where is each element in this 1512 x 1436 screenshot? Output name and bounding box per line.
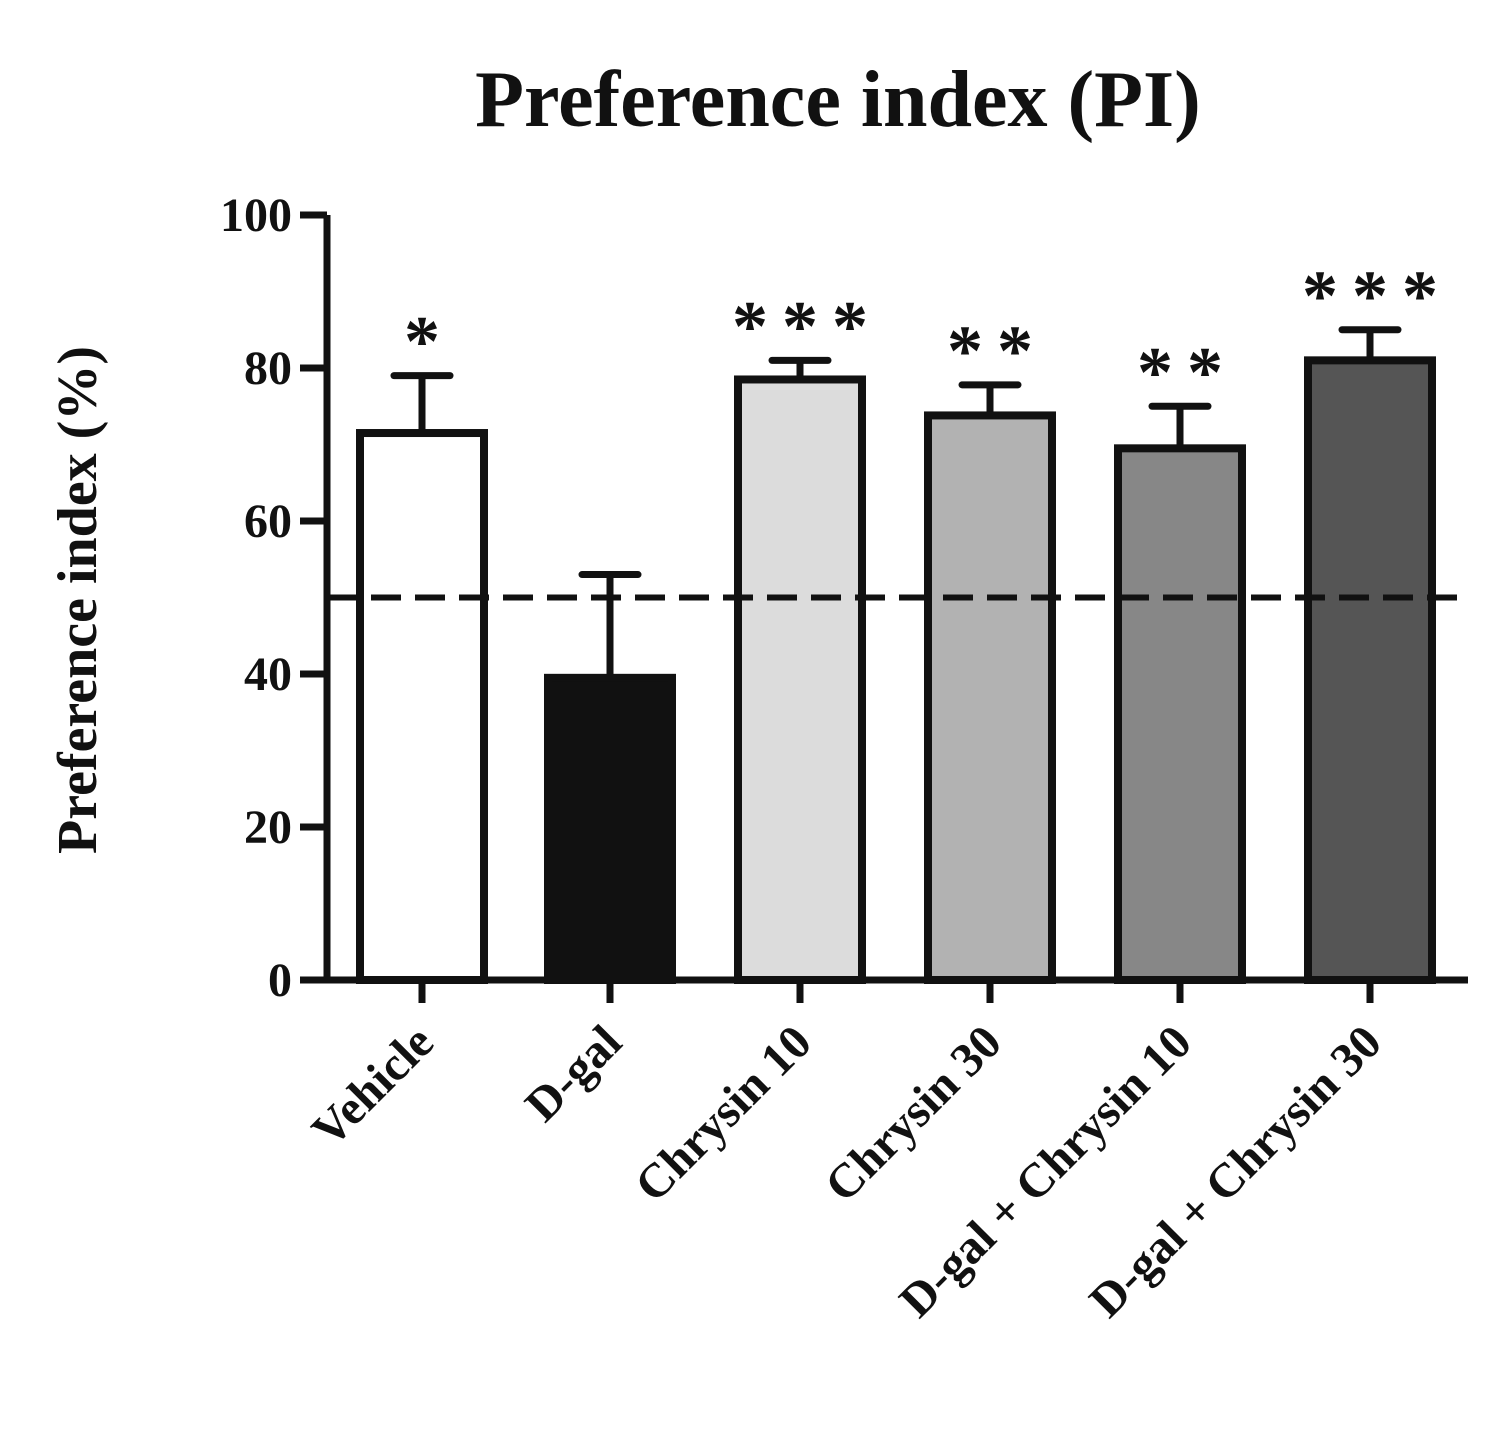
bar-d-gal-chrysin-30 [1304,356,1436,985]
significance-marker: * [404,302,454,382]
bar-d-gal [544,673,676,984]
y-tick-label: 20 [244,801,292,854]
chart-title: Preference index (PI) [475,56,1201,144]
y-tick-label: 60 [244,495,292,548]
y-tick-label: 80 [244,342,292,395]
y-tick-label: 100 [220,189,292,242]
y-tick-label: 40 [244,648,292,701]
x-tick-label: Chrysin 30 [815,1015,1012,1212]
significance-marker: *** [732,286,882,366]
x-tick-label: Chrysin 10 [625,1015,822,1212]
significance-marker: ** [947,311,1047,391]
bar-vehicle [356,429,488,984]
significance-marker: *** [1302,256,1452,336]
bar-chrysin-10 [734,375,866,985]
y-axis-label: Preference index (%) [47,346,109,854]
bar-chrysin-30 [924,411,1056,984]
y-tick-label: 0 [268,954,292,1007]
bar-d-gal-chrysin-10 [1114,444,1246,984]
x-tick-label: Vehicle [302,1015,444,1157]
x-tick-label: D-gal [515,1015,632,1132]
significance-marker: ** [1137,332,1237,412]
